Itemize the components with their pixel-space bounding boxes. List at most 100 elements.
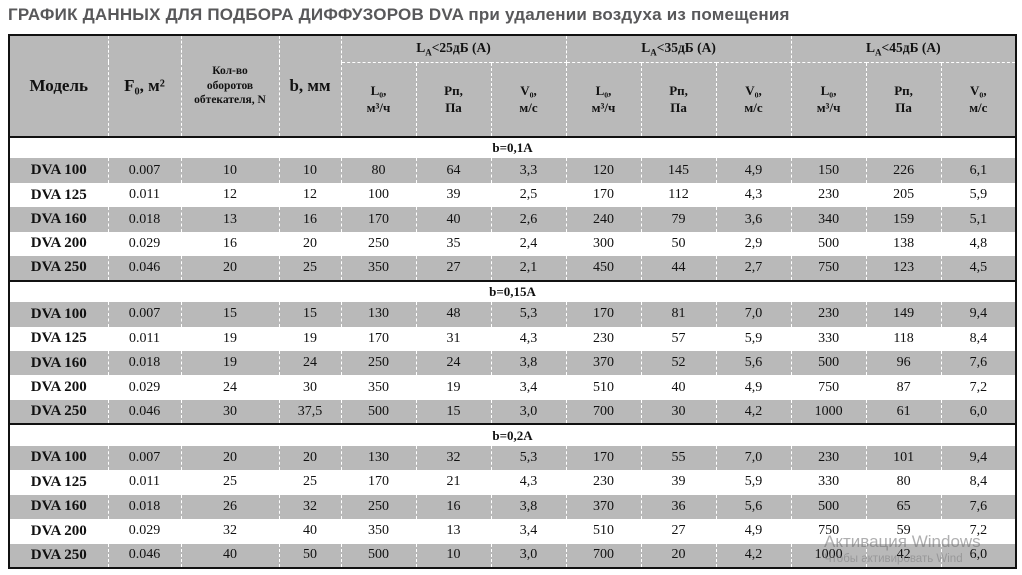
value-cell: 500 bbox=[341, 543, 417, 568]
value-cell: 149 bbox=[866, 302, 942, 327]
subcol-header-v0: V₀, м/с bbox=[491, 62, 567, 137]
value-cell: 170 bbox=[341, 470, 417, 495]
value-cell: 4,2 bbox=[716, 543, 792, 568]
model-cell: DVA 160 bbox=[9, 207, 109, 232]
value-cell: 35 bbox=[416, 231, 492, 257]
value-cell: 3,3 bbox=[491, 158, 567, 183]
table-row: DVA 250 0.046 20 25 350 27 2,1 450 44 2,7 750 123 4,… bbox=[9, 256, 1017, 281]
table-row: DVA 125 0.011 19 19 170 31 4,3 230 57 5,9 330 118 8,… bbox=[9, 326, 1017, 351]
model-cell: DVA 250 bbox=[9, 256, 109, 281]
model-cell: DVA 100 bbox=[9, 445, 109, 471]
value-cell: 450 bbox=[566, 256, 642, 281]
value-cell: 16 bbox=[181, 231, 280, 257]
value-cell: 80 bbox=[866, 470, 942, 495]
value-cell: 30 bbox=[181, 399, 280, 425]
value-cell: 15 bbox=[279, 302, 342, 327]
value-cell: 30 bbox=[279, 375, 342, 400]
value-cell: 4,2 bbox=[716, 399, 792, 425]
value-cell: 15 bbox=[181, 302, 280, 327]
value-cell: 20 bbox=[279, 231, 342, 257]
value-cell: 510 bbox=[566, 375, 642, 400]
value-cell: 300 bbox=[566, 231, 642, 257]
value-cell: 350 bbox=[341, 519, 417, 544]
value-cell: 350 bbox=[341, 256, 417, 281]
value-cell: 5,9 bbox=[716, 326, 792, 351]
value-cell: 205 bbox=[866, 182, 942, 208]
value-cell: 5,9 bbox=[941, 182, 1017, 208]
value-cell: 1000 bbox=[791, 543, 867, 568]
value-cell: 24 bbox=[181, 375, 280, 400]
group-header-35db: LA<35дБ (A) bbox=[566, 35, 792, 63]
model-cell: DVA 125 bbox=[9, 182, 109, 208]
value-cell: 64 bbox=[416, 158, 492, 183]
value-cell: 0.029 bbox=[108, 231, 182, 257]
value-cell: 6,1 bbox=[941, 158, 1017, 183]
table-row: DVA 100 0.007 20 20 130 32 5,3 170 55 7,0 230 101 9,… bbox=[9, 445, 1017, 471]
value-cell: 44 bbox=[641, 256, 717, 281]
value-cell: 61 bbox=[866, 399, 942, 425]
model-cell: DVA 160 bbox=[9, 494, 109, 520]
value-cell: 4,9 bbox=[716, 519, 792, 544]
value-cell: 370 bbox=[566, 494, 642, 520]
section-header-row: b=0,2A bbox=[9, 424, 1017, 446]
value-cell: 350 bbox=[341, 375, 417, 400]
value-cell: 39 bbox=[641, 470, 717, 495]
table-row: DVA 125 0.011 12 12 100 39 2,5 170 112 4,3 230 205 5… bbox=[9, 182, 1017, 208]
value-cell: 87 bbox=[866, 375, 942, 400]
table-row: DVA 200 0.029 32 40 350 13 3,4 510 27 4,9 750 59 7,2 bbox=[9, 519, 1017, 544]
value-cell: 20 bbox=[181, 256, 280, 281]
value-cell: 15 bbox=[416, 399, 492, 425]
value-cell: 2,7 bbox=[716, 256, 792, 281]
value-cell: 4,3 bbox=[716, 182, 792, 208]
group-header-25db: LA<25дБ (A) bbox=[341, 35, 567, 63]
value-cell: 3,8 bbox=[491, 494, 567, 520]
value-cell: 240 bbox=[566, 207, 642, 232]
subcol-header-v0: V₀, м/с bbox=[941, 62, 1017, 137]
value-cell: 20 bbox=[641, 543, 717, 568]
value-cell: 0.007 bbox=[108, 302, 182, 327]
value-cell: 5,6 bbox=[716, 350, 792, 376]
value-cell: 3,4 bbox=[491, 375, 567, 400]
value-cell: 500 bbox=[791, 350, 867, 376]
value-cell: 230 bbox=[566, 326, 642, 351]
value-cell: 0.029 bbox=[108, 375, 182, 400]
value-cell: 16 bbox=[279, 207, 342, 232]
value-cell: 19 bbox=[181, 326, 280, 351]
value-cell: 3,0 bbox=[491, 543, 567, 568]
table-row: DVA 160 0.018 13 16 170 40 2,6 240 79 3,6 340 159 5,… bbox=[9, 207, 1017, 232]
value-cell: 8,4 bbox=[941, 326, 1017, 351]
value-cell: 0.046 bbox=[108, 256, 182, 281]
value-cell: 10 bbox=[416, 543, 492, 568]
value-cell: 170 bbox=[341, 207, 417, 232]
value-cell: 10 bbox=[279, 158, 342, 183]
value-cell: 170 bbox=[566, 445, 642, 471]
value-cell: 700 bbox=[566, 543, 642, 568]
value-cell: 4,8 bbox=[941, 231, 1017, 257]
value-cell: 130 bbox=[341, 302, 417, 327]
value-cell: 0.011 bbox=[108, 182, 182, 208]
group-header-45db: LA<45дБ (A) bbox=[791, 35, 1017, 63]
col-header-fairing-turns: Кол-во оборотов обтекателя, N bbox=[181, 35, 280, 137]
value-cell: 80 bbox=[341, 158, 417, 183]
value-cell: 59 bbox=[866, 519, 942, 544]
table-header: Модель F₀, м² Кол-во оборотов обтекателя… bbox=[9, 35, 1017, 137]
value-cell: 170 bbox=[566, 182, 642, 208]
value-cell: 138 bbox=[866, 231, 942, 257]
value-cell: 79 bbox=[641, 207, 717, 232]
value-cell: 0.007 bbox=[108, 445, 182, 471]
value-cell: 52 bbox=[641, 350, 717, 376]
value-cell: 370 bbox=[566, 350, 642, 376]
value-cell: 16 bbox=[416, 494, 492, 520]
value-cell: 39 bbox=[416, 182, 492, 208]
value-cell: 12 bbox=[279, 182, 342, 208]
value-cell: 96 bbox=[866, 350, 942, 376]
value-cell: 36 bbox=[641, 494, 717, 520]
value-cell: 25 bbox=[181, 470, 280, 495]
value-cell: 230 bbox=[791, 182, 867, 208]
value-cell: 20 bbox=[279, 445, 342, 471]
value-cell: 100 bbox=[341, 182, 417, 208]
subcol-header-pp: Рп, Па bbox=[866, 62, 942, 137]
value-cell: 40 bbox=[416, 207, 492, 232]
value-cell: 750 bbox=[791, 375, 867, 400]
col-header-b: b, мм bbox=[279, 35, 342, 137]
